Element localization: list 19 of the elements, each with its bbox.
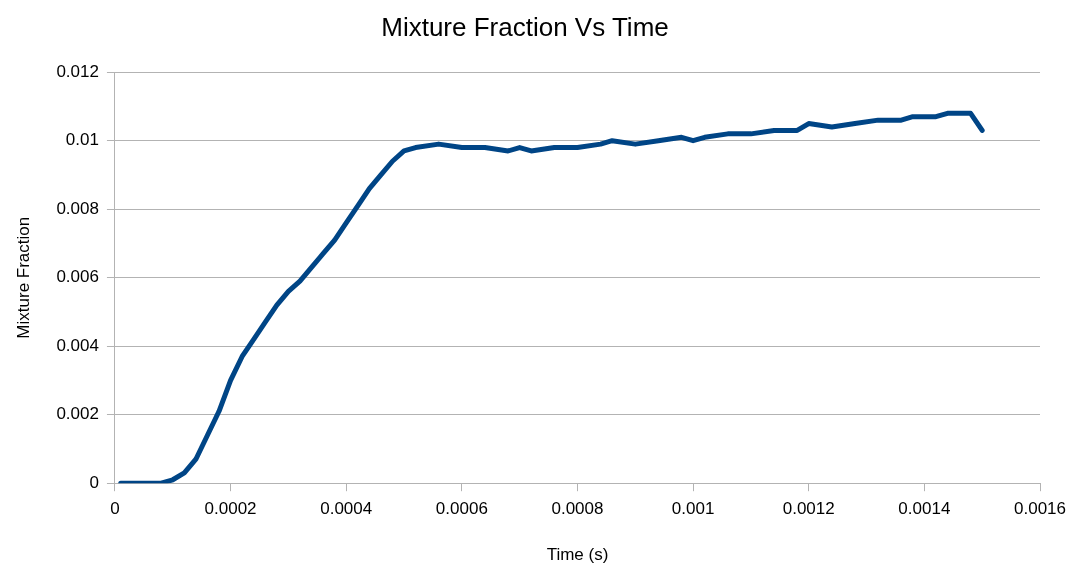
x-axis-title: Time (s) [546,545,609,565]
x-tick-label: 0.0014 [898,499,951,519]
x-tick-label: 0 [110,499,120,519]
y-tick-label: 0.006 [56,267,99,287]
y-axis-title: Mixture Fraction [13,216,33,339]
x-tick-label: 0.0016 [1014,499,1066,519]
x-tick-label: 0.0008 [551,499,604,519]
x-tick-label: 0.0012 [782,499,835,519]
chart-title: Mixture Fraction Vs Time [381,11,669,42]
y-tick-label: 0.004 [56,335,99,355]
y-tick-label: 0.002 [56,404,99,424]
x-tick-label: 0.0006 [435,499,488,519]
y-tick-label: 0.012 [56,61,99,81]
y-tick-label: 0.01 [65,130,99,150]
y-tick-label: 0 [89,472,99,492]
x-tick-label: 0.0004 [320,499,373,519]
x-tick-label: 0.0002 [204,499,257,519]
x-tick-label: 0.001 [671,499,715,519]
y-tick-label: 0.008 [56,198,99,218]
